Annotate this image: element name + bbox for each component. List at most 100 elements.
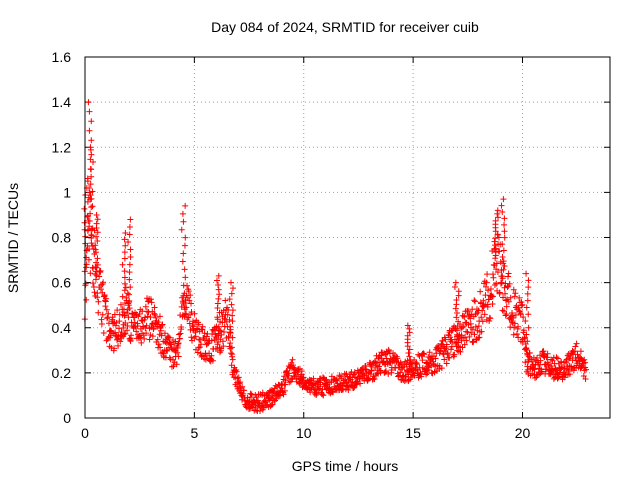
data-point xyxy=(368,367,375,374)
data-point xyxy=(96,273,103,280)
data-point xyxy=(164,347,171,354)
data-point xyxy=(468,329,475,336)
data-point xyxy=(405,349,412,356)
data-point xyxy=(272,382,279,389)
data-point xyxy=(563,359,570,366)
data-point xyxy=(121,236,128,243)
data-point xyxy=(129,310,136,317)
data-point xyxy=(554,355,561,362)
data-point xyxy=(158,332,165,339)
data-point xyxy=(262,398,269,405)
data-point xyxy=(406,353,413,360)
data-point xyxy=(142,303,149,310)
data-point xyxy=(490,274,497,281)
data-point xyxy=(525,311,532,318)
data-point xyxy=(269,401,276,408)
data-point xyxy=(104,315,111,322)
data-point xyxy=(397,359,404,366)
data-point xyxy=(240,390,247,397)
data-point xyxy=(378,349,385,356)
data-point xyxy=(502,312,509,319)
data-point xyxy=(524,297,531,304)
data-point xyxy=(209,357,216,364)
data-point xyxy=(483,279,490,286)
data-point xyxy=(577,348,584,355)
data-point xyxy=(195,321,202,328)
data-point xyxy=(147,331,154,338)
data-point xyxy=(454,339,461,346)
data-point xyxy=(280,391,287,398)
data-point xyxy=(453,296,460,303)
data-point xyxy=(491,238,498,245)
data-point xyxy=(122,330,129,337)
plot-frame xyxy=(84,56,611,419)
data-point xyxy=(516,294,523,301)
data-point xyxy=(316,385,323,392)
data-point xyxy=(253,407,260,414)
data-point xyxy=(187,311,194,318)
data-point xyxy=(454,332,461,339)
data-point xyxy=(174,349,181,356)
data-point xyxy=(504,283,511,290)
data-point xyxy=(118,332,125,339)
data-point xyxy=(136,311,143,318)
data-point xyxy=(229,318,236,325)
data-point xyxy=(124,322,131,329)
data-point xyxy=(398,360,405,367)
data-point xyxy=(173,361,180,368)
data-point xyxy=(91,289,98,296)
data-point xyxy=(151,311,158,318)
data-point xyxy=(414,361,421,368)
data-point xyxy=(464,329,471,336)
data-point xyxy=(259,389,266,396)
y-tick-label: 0.2 xyxy=(52,365,72,381)
data-point xyxy=(524,351,531,358)
data-point xyxy=(181,242,188,249)
data-point xyxy=(513,331,520,338)
data-point xyxy=(402,373,409,380)
data-point xyxy=(371,375,378,382)
data-point xyxy=(443,360,450,367)
data-point xyxy=(95,298,102,305)
data-point xyxy=(87,210,94,217)
data-point xyxy=(177,330,184,337)
data-point xyxy=(175,353,182,360)
data-point xyxy=(89,280,96,287)
data-point xyxy=(507,294,514,301)
data-point xyxy=(479,318,486,325)
data-point xyxy=(492,217,499,224)
data-point xyxy=(500,247,507,254)
data-point xyxy=(201,330,208,337)
data-point xyxy=(100,279,107,286)
data-point xyxy=(170,363,177,370)
data-point xyxy=(484,271,491,278)
data-point xyxy=(495,214,502,221)
data-point xyxy=(353,381,360,388)
data-point xyxy=(127,216,134,223)
data-point xyxy=(568,363,575,370)
data-point xyxy=(452,305,459,312)
data-point xyxy=(121,331,128,338)
data-point xyxy=(82,280,89,287)
data-point xyxy=(119,261,126,268)
data-point xyxy=(122,242,129,249)
y-tick-label: 1.2 xyxy=(52,139,72,155)
data-point xyxy=(510,331,517,338)
data-point xyxy=(103,306,110,313)
data-point xyxy=(298,368,305,375)
data-point xyxy=(143,322,150,329)
data-point xyxy=(121,287,128,294)
data-point xyxy=(221,315,228,322)
data-point xyxy=(455,288,462,295)
data-point xyxy=(240,387,247,394)
data-point xyxy=(152,314,159,321)
data-point xyxy=(413,359,420,366)
data-point xyxy=(498,279,505,286)
chart-title: Day 084 of 2024, SRMTID for receiver cui… xyxy=(211,19,479,35)
data-point xyxy=(520,314,527,321)
data-point xyxy=(86,127,93,134)
data-point xyxy=(577,365,584,372)
data-point xyxy=(493,260,500,267)
data-point xyxy=(269,393,276,400)
data-point xyxy=(498,273,505,280)
